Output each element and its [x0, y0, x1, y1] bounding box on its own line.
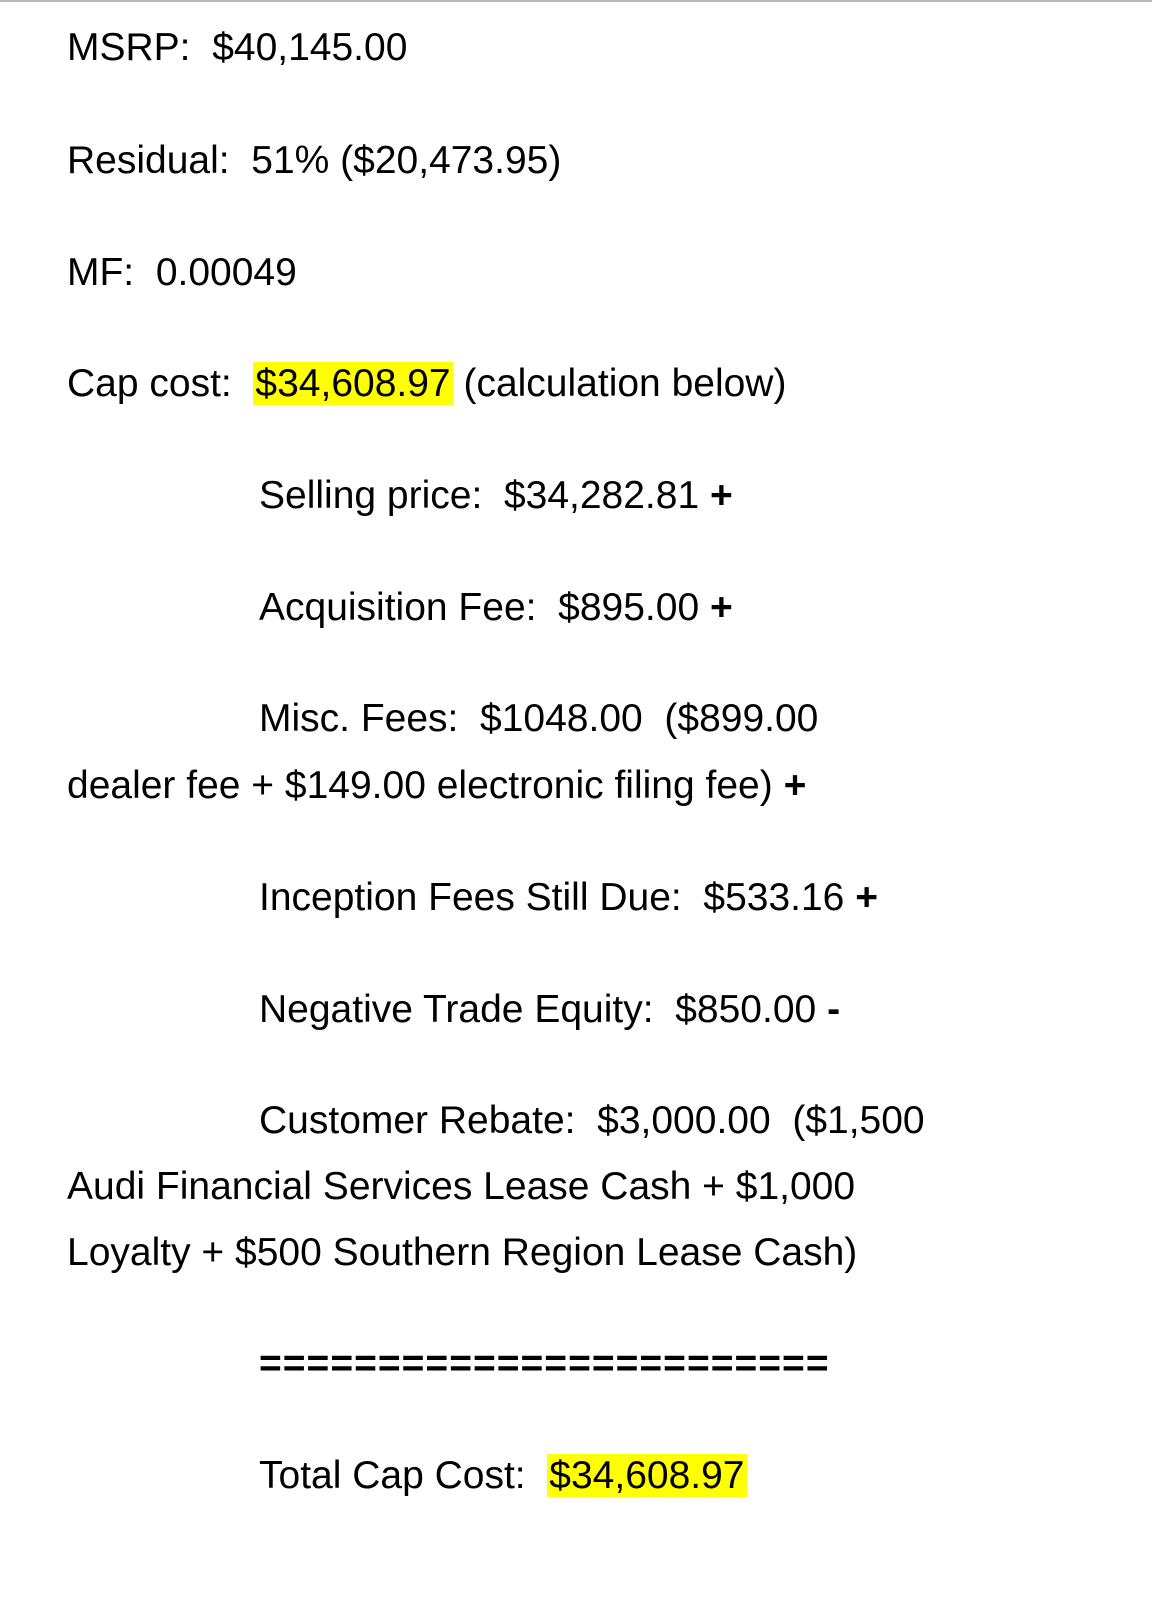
separator-line: ========================: [259, 1342, 830, 1385]
plus-operator: +: [855, 876, 878, 919]
acquisition-fee-label: Acquisition Fee:: [259, 586, 537, 629]
top-border: [0, 0, 1152, 2]
cap-cost-line: Cap cost: $34,608.97 (calculation below): [67, 351, 786, 417]
misc-fees-detail-2: dealer fee + $149.00 electronic filing f…: [67, 764, 773, 807]
cap-cost-note: (calculation below): [463, 362, 787, 405]
msrp-value: $40,145.00: [212, 26, 408, 69]
plus-operator: +: [709, 586, 733, 629]
customer-rebate-detail: ($1,500: [792, 1099, 925, 1142]
misc-fees-line-2: dealer fee + $149.00 electronic filing f…: [67, 753, 806, 819]
negative-trade-equity-line: Negative Trade Equity: $850.00 -: [259, 977, 840, 1043]
selling-price-line: Selling price: $34,282.81 +: [259, 463, 733, 529]
customer-rebate-value: $3,000.00: [597, 1099, 771, 1142]
plus-operator: +: [710, 474, 733, 517]
inception-fees-label: Inception Fees Still Due:: [259, 876, 682, 919]
cap-cost-value-highlighted: $34,608.97: [253, 362, 453, 405]
msrp-label: MSRP:: [67, 26, 191, 69]
customer-rebate-detail-2: Audi Financial Services Lease Cash + $1,…: [67, 1165, 856, 1208]
total-cap-cost-value-highlighted: $34,608.97: [547, 1454, 747, 1497]
inception-fees-value: $533.16: [703, 876, 845, 919]
misc-fees-label: Misc. Fees:: [259, 697, 459, 740]
misc-fees-value: $1048.00: [480, 697, 643, 740]
residual-value: 51% ($20,473.95): [251, 139, 562, 182]
negative-trade-equity-value: $850.00: [675, 988, 817, 1031]
plus-operator: +: [783, 764, 807, 807]
msrp-line: MSRP: $40,145.00: [67, 15, 407, 81]
misc-fees-detail: ($899.00: [664, 697, 819, 740]
customer-rebate-detail-3: Loyalty + $500 Southern Region Lease Cas…: [67, 1231, 858, 1274]
total-cap-cost-line: Total Cap Cost: $34,608.97: [259, 1443, 747, 1509]
misc-fees-line: Misc. Fees: $1048.00 ($899.00: [259, 686, 818, 752]
acquisition-fee-line: Acquisition Fee: $895.00 +: [259, 575, 733, 641]
customer-rebate-line-2: Audi Financial Services Lease Cash + $1,…: [67, 1154, 855, 1220]
mf-line: MF: 0.00049: [67, 240, 297, 306]
minus-operator: -: [827, 988, 841, 1031]
selling-price-value: $34,282.81: [503, 474, 700, 517]
selling-price-label: Selling price:: [259, 474, 483, 517]
residual-label: Residual:: [67, 139, 230, 182]
mf-label: MF:: [67, 251, 135, 294]
total-cap-cost-label: Total Cap Cost:: [259, 1454, 526, 1497]
customer-rebate-line-3: Loyalty + $500 Southern Region Lease Cas…: [67, 1220, 857, 1286]
mf-value: 0.00049: [155, 251, 297, 294]
inception-fees-line: Inception Fees Still Due: $533.16 +: [259, 865, 878, 931]
customer-rebate-label: Customer Rebate:: [259, 1099, 576, 1142]
cap-cost-label: Cap cost:: [67, 362, 232, 405]
acquisition-fee-value: $895.00: [558, 586, 700, 629]
customer-rebate-line: Customer Rebate: $3,000.00 ($1,500: [259, 1088, 925, 1154]
negative-trade-equity-label: Negative Trade Equity:: [259, 988, 654, 1031]
residual-line: Residual: 51% ($20,473.95): [67, 128, 561, 194]
